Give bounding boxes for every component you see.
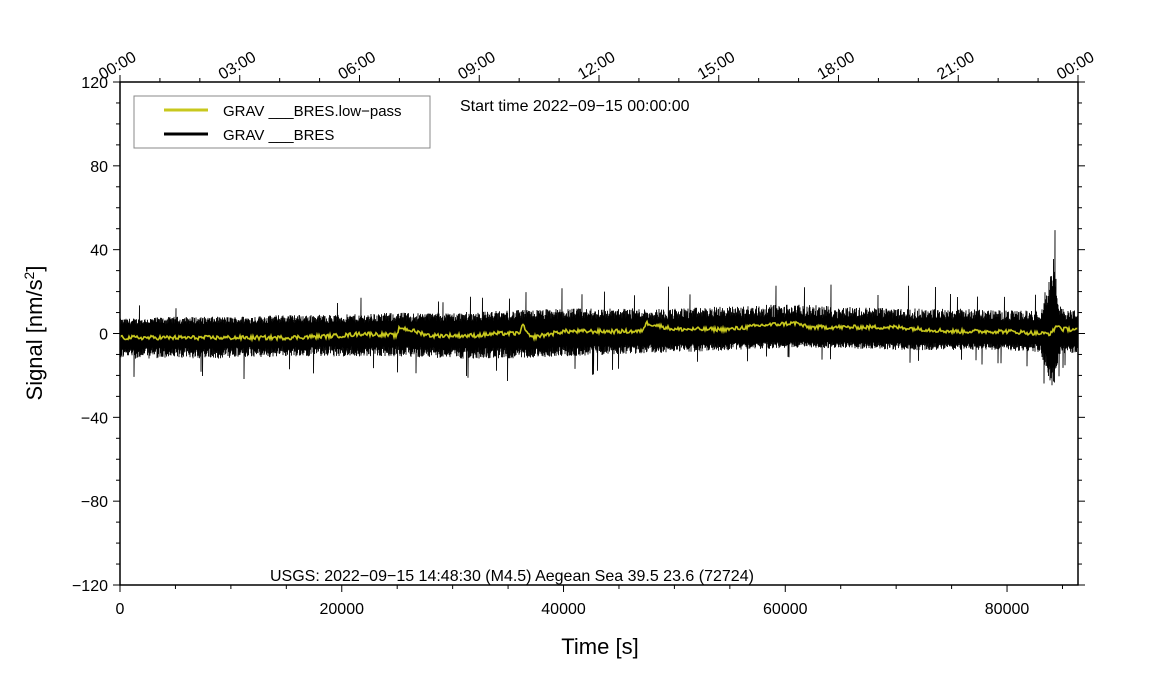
x-axis-title: Time [s] xyxy=(561,634,638,659)
x-tick-label: 40000 xyxy=(541,601,586,618)
top-tick-label: 00:00 xyxy=(96,49,139,84)
y-tick-label: 40 xyxy=(90,243,108,260)
top-tick-label: 12:00 xyxy=(575,49,618,84)
x-tick-label: 80000 xyxy=(985,601,1030,618)
start-time-annotation: Start time 2022−09−15 00:00:00 xyxy=(460,98,690,115)
y-axis-title-superscript: 2 xyxy=(21,271,37,279)
x-tick-label: 60000 xyxy=(763,601,808,618)
legend-box xyxy=(133,95,431,149)
y-tick-label: −80 xyxy=(81,494,108,511)
top-tick-label: 06:00 xyxy=(336,49,379,84)
x-tick-label: 0 xyxy=(116,601,125,618)
series-line-raw xyxy=(119,230,1079,386)
legend-label-raw: GRAV ___BRES xyxy=(223,127,334,144)
top-tick-label: 09:00 xyxy=(455,49,498,84)
y-tick-label: 80 xyxy=(90,159,108,176)
top-tick-label: 21:00 xyxy=(934,49,977,84)
top-tick-label: 03:00 xyxy=(216,49,259,84)
y-axis-title-close: ] xyxy=(22,266,47,272)
y-tick-label: 0 xyxy=(99,327,108,344)
ticks-layer xyxy=(113,75,1085,592)
y-tick-label: −120 xyxy=(72,578,108,595)
y-axis-title-main: Signal [nm/s xyxy=(22,279,47,400)
legend: GRAV ___BRES.low−pass GRAV ___BRES xyxy=(133,95,431,149)
y-tick-label: 120 xyxy=(81,75,108,92)
y-tick-label: −40 xyxy=(81,410,108,427)
event-annotation: USGS: 2022−09−15 14:48:30 (M4.5) Aegean … xyxy=(270,568,754,585)
legend-label-lowpass: GRAV ___BRES.low−pass xyxy=(223,103,402,120)
top-tick-label: 15:00 xyxy=(695,49,738,84)
series-layer xyxy=(119,230,1079,386)
top-tick-label: 18:00 xyxy=(815,49,858,84)
x-tick-label: 20000 xyxy=(320,601,365,618)
top-tick-label: 00:00 xyxy=(1054,49,1097,84)
y-axis-title: Signal [nm/s2] xyxy=(21,266,47,401)
series-line-lowpass xyxy=(119,319,1079,343)
